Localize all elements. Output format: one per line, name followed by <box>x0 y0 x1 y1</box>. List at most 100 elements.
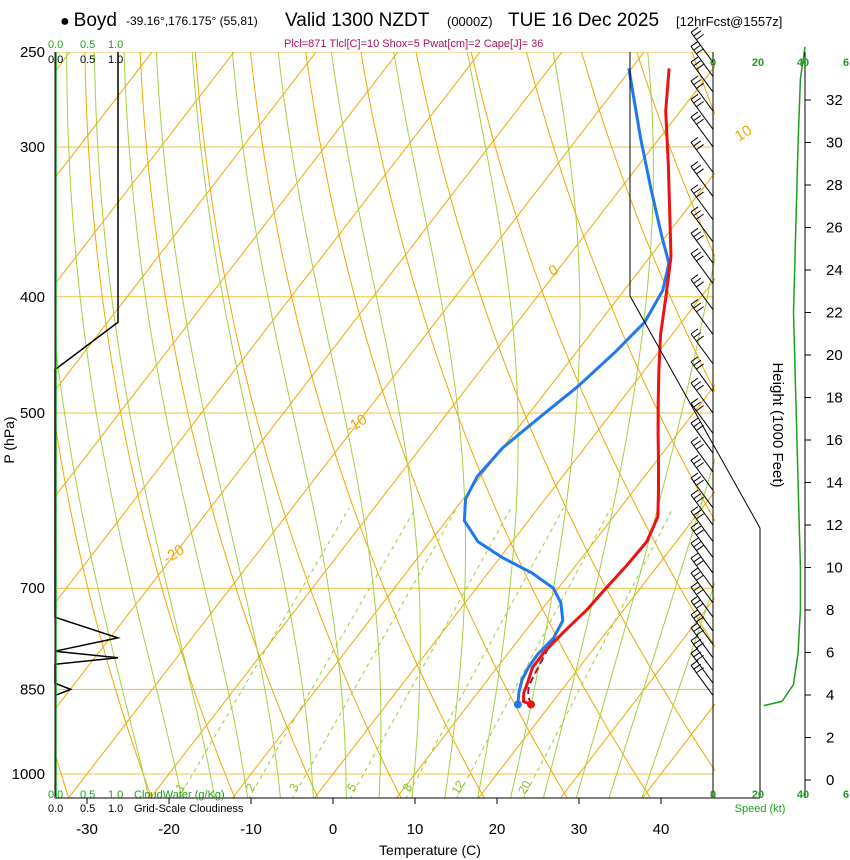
wind-barb-icon <box>690 537 714 574</box>
cloudiness-top-tick: 0.5 <box>80 54 95 66</box>
wind-barb-flag <box>693 332 702 338</box>
wind-barb-staff <box>690 494 714 526</box>
wind-barb-flag <box>696 642 704 649</box>
wind-barb-staff <box>690 542 714 574</box>
temperature-tick-label: 20 <box>489 821 506 838</box>
wind-barb-icon <box>690 522 714 558</box>
wind-barb-icon <box>690 436 714 473</box>
wind-barb-flag <box>690 41 699 47</box>
wind-barb-flag <box>690 537 699 544</box>
dry-adiabat-line <box>84 52 236 798</box>
mixing-ratio-line <box>248 507 417 798</box>
wind-barb-flag <box>696 560 704 566</box>
mixing-ratio-label: 20 <box>515 778 534 797</box>
cloudiness-top-tick: 1.0 <box>108 54 123 66</box>
wind-barb-staff <box>690 61 714 93</box>
wind-speed-profile <box>763 46 806 707</box>
cloudiness-bottom-tick: 0.5 <box>80 803 95 815</box>
wind-barb-icon <box>690 552 714 589</box>
wind-barb-staff <box>690 304 714 335</box>
pressure-tick-label: 700 <box>20 580 45 597</box>
height-tick-label: 26 <box>826 220 843 237</box>
station-coords: -39.16°,176.175° (55,81) <box>126 14 258 28</box>
isotherm-label: 10 <box>732 122 755 145</box>
moist-adiabat-line <box>641 581 715 798</box>
dry-adiabat-line <box>305 52 568 798</box>
wind-barb-flag <box>693 231 702 238</box>
isotherm-line <box>55 52 235 285</box>
wind-barb-flag <box>693 556 702 563</box>
wind-barb-flag <box>693 525 702 532</box>
wind-barb-flag <box>690 26 699 33</box>
moist-adiabat-line <box>542 52 654 798</box>
wind-barb-flag <box>690 56 699 63</box>
height-tick-label: 30 <box>826 135 843 152</box>
height-tick-label: 22 <box>826 305 843 322</box>
speed-top-tick: 20 <box>752 57 764 69</box>
wind-barb-flag <box>696 281 704 288</box>
cloudwater-top-tick: 1.0 <box>108 39 123 51</box>
wind-barb-icon <box>690 622 714 659</box>
dry-adiabat-line <box>415 52 715 772</box>
wind-barb-staff <box>690 99 714 130</box>
wind-barb-flag <box>690 356 699 363</box>
cloudiness-label: Grid-Scale Cloudiness <box>134 803 244 815</box>
wind-barb-flag <box>696 529 704 536</box>
barb-frame-diagonal <box>629 295 761 529</box>
dewpoint-line <box>462 68 671 705</box>
wind-barb-flag <box>693 277 702 284</box>
wind-barb-icon <box>690 274 714 310</box>
wind-barb-flag <box>690 75 699 82</box>
wind-barb-staff <box>690 586 714 618</box>
height-tick-label: 16 <box>826 432 843 449</box>
wind-barb-flag <box>696 574 704 581</box>
isotherm-line <box>395 384 715 798</box>
moist-adiabat-line <box>575 254 715 798</box>
wind-barb-flag <box>696 191 704 198</box>
wind-barb-flag <box>696 118 704 125</box>
speed-bottom-tick: 6 <box>843 789 849 801</box>
wind-barb-icon <box>690 136 714 173</box>
wind-barb-flag <box>690 567 699 574</box>
pressure-tick-label: 250 <box>20 44 45 61</box>
wind-barb-staff <box>690 511 714 542</box>
pressure-axis-title: P (hPa) <box>1 416 17 463</box>
wind-barb-icon <box>690 635 714 671</box>
wind-barb-flag <box>693 476 702 482</box>
moist-adiabat-line <box>191 52 314 798</box>
wind-barb-flag <box>690 506 699 512</box>
wind-barb-staff <box>690 166 714 197</box>
wind-barb-flag <box>696 363 704 370</box>
height-tick-label: 18 <box>826 390 843 407</box>
surface-temperature-dot <box>526 700 535 709</box>
wind-barb-flag <box>696 82 704 89</box>
wind-barb-flag <box>693 651 702 658</box>
cloudiness-bottom-tick: 0.0 <box>48 803 63 815</box>
wind-barb-flag <box>693 251 702 258</box>
wind-barb-flag <box>696 384 704 391</box>
wind-barb-flag <box>690 206 699 213</box>
wind-barb-icon <box>690 398 714 434</box>
wind-barb-flag <box>690 93 699 100</box>
wind-barb-flag <box>696 616 704 623</box>
dry-adiabat-line <box>55 420 153 798</box>
cloudwater-bottom-tick: 0.0 <box>48 789 63 801</box>
isotherm-line <box>231 171 715 798</box>
pressure-tick-label: 400 <box>20 289 45 306</box>
cloudwater-bottom-tick: 0.5 <box>80 789 95 801</box>
height-tick-label: 0 <box>826 772 834 789</box>
wind-barb-flag <box>693 599 702 606</box>
mixing-ratio-label: 2 <box>243 781 259 794</box>
moist-adiabat-line <box>277 52 382 798</box>
wind-barb-flag <box>690 274 699 281</box>
wind-barb-flag <box>696 654 704 661</box>
wind-barb-flag <box>696 496 704 503</box>
pressure-tick-label: 500 <box>20 405 45 422</box>
height-tick-label: 28 <box>826 177 843 194</box>
isotherm-label: 0 <box>546 261 562 280</box>
temperature-axis-title: Temperature (C) <box>379 842 481 858</box>
wind-barb-staff <box>690 441 714 473</box>
isotherm-line <box>55 52 71 73</box>
wind-barb-flag <box>693 401 702 408</box>
temperature-tick-label: 10 <box>407 821 424 838</box>
